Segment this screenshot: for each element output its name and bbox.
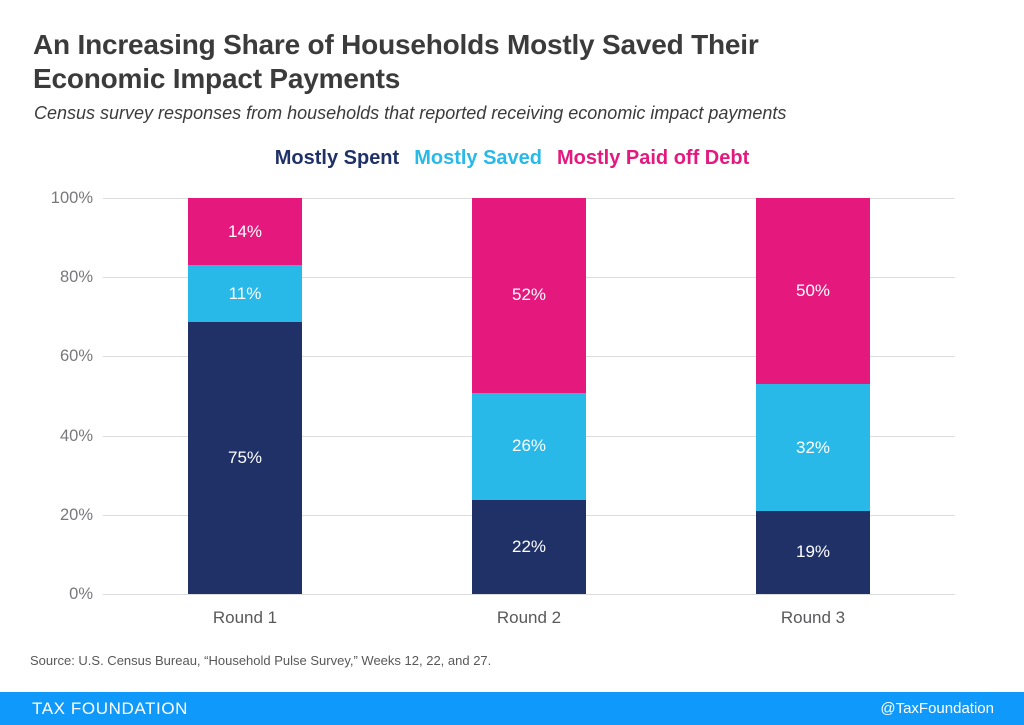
segment-value-label: 50% <box>795 281 831 301</box>
bar-segment-spent: 22% <box>472 500 586 594</box>
y-tick-80: 80% <box>59 268 93 286</box>
bar-segment-saved: 26% <box>472 392 586 501</box>
bar-segment-spent: 75% <box>188 322 302 594</box>
legend-item-mostly-paid-off-debt: Mostly Paid off Debt <box>557 147 750 169</box>
bar-segment-saved: 32% <box>756 384 870 511</box>
segment-value-label: 32% <box>795 437 831 457</box>
x-label-round-1: Round 1 <box>212 608 278 627</box>
stacked-bar-round-2: 52% 26% 22% <box>472 198 586 594</box>
y-tick-20: 20% <box>59 506 93 524</box>
page-title: An Increasing Share of Households Mostly… <box>33 29 759 94</box>
y-tick-60: 60% <box>59 347 93 365</box>
legend-item-mostly-spent: Mostly Spent <box>274 147 400 169</box>
page-subtitle: Census survey responses from households … <box>34 103 787 123</box>
stacked-bar-round-1: 14% 11% 75% <box>188 198 302 594</box>
segment-value-label: 11% <box>228 283 262 303</box>
segment-value-label: 75% <box>227 448 263 467</box>
source-note: Source: U.S. Census Bureau, “Household P… <box>30 653 492 668</box>
segment-value-label: 14% <box>227 221 263 241</box>
segment-value-label: 52% <box>511 285 547 305</box>
bar-segment-debt: 52% <box>472 198 586 393</box>
bar-segment-debt: 50% <box>756 198 870 385</box>
y-tick-100: 100% <box>50 189 93 207</box>
stacked-bar-round-3: 50% 32% 19% <box>756 198 870 594</box>
bar-segment-debt: 14% <box>188 198 302 266</box>
segment-value-label: 19% <box>795 542 831 562</box>
bar-segment-spent: 19% <box>756 510 870 594</box>
segment-value-label: 22% <box>511 537 547 557</box>
x-label-round-2: Round 2 <box>496 608 562 627</box>
bar-segment-saved: 11% <box>188 265 302 322</box>
segment-value-label: 26% <box>511 436 547 456</box>
y-tick-0: 0% <box>69 585 93 603</box>
x-label-round-3: Round 3 <box>780 608 846 627</box>
chart-legend: Mostly Spent Mostly Saved Mostly Paid of… <box>0 147 1024 170</box>
brand-wordmark: TAX FOUNDATION <box>32 698 189 718</box>
gridline-0 <box>103 594 955 595</box>
twitter-handle-link[interactable]: @TaxFoundation <box>880 700 994 717</box>
footer-bar: TAX FOUNDATION @TaxFoundation <box>0 692 1024 725</box>
legend-item-mostly-saved: Mostly Saved <box>414 147 543 169</box>
y-tick-40: 40% <box>59 427 93 445</box>
